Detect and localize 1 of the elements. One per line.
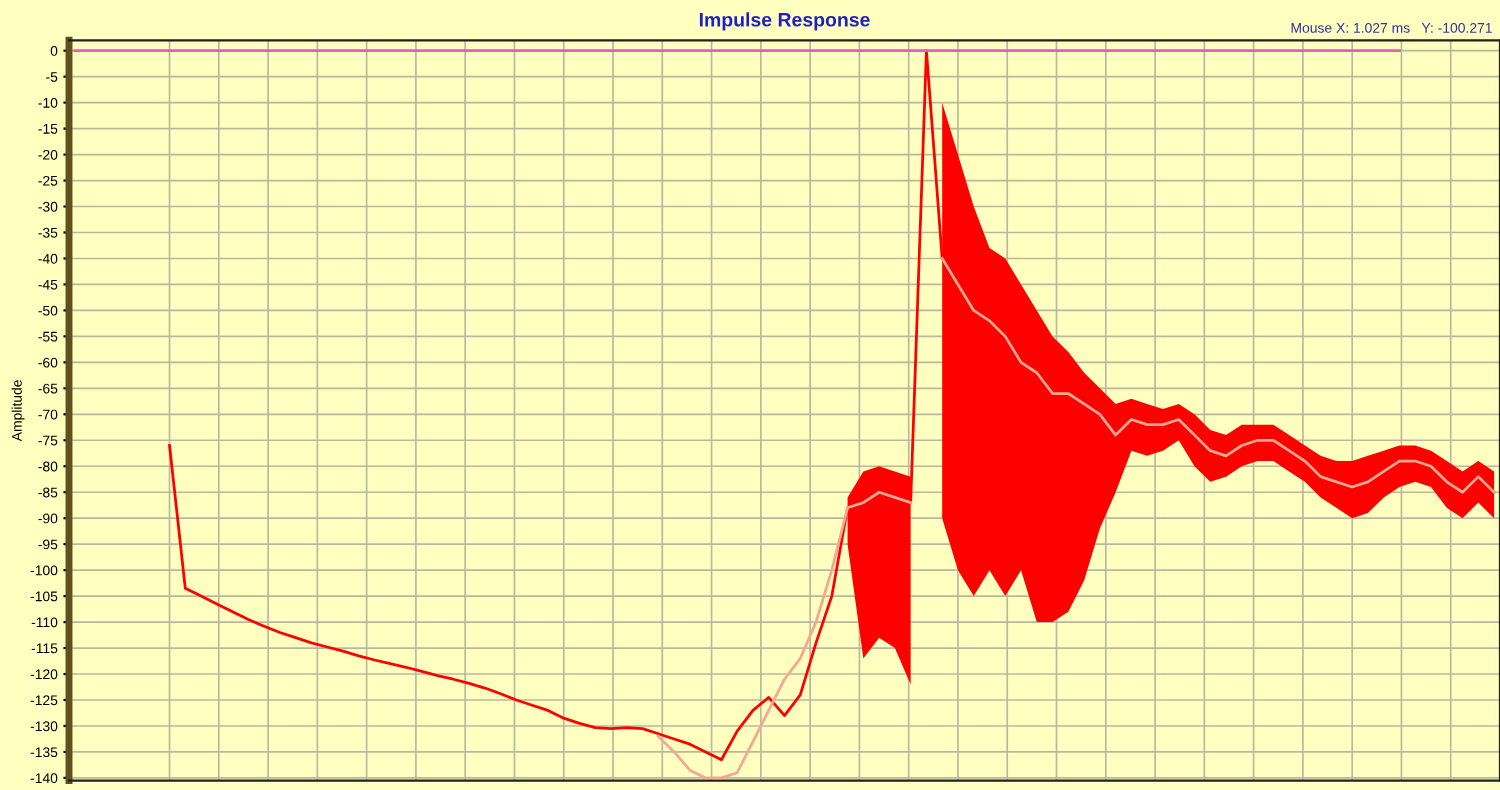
chart-title: Impulse Response bbox=[699, 12, 870, 31]
